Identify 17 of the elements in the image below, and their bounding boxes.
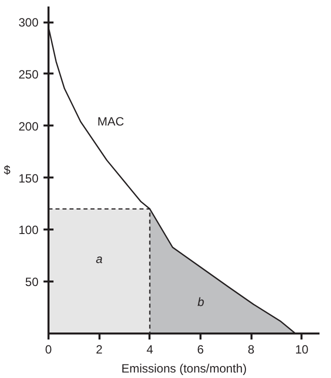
- x-tick-label: 0: [45, 342, 52, 356]
- x-tick-label: 6: [197, 342, 204, 356]
- series-label: b: [197, 295, 204, 310]
- x-tick-label: 2: [96, 342, 103, 356]
- x-tick-label: 10: [295, 342, 309, 356]
- y-tick-label: 50: [25, 275, 39, 290]
- y-tick-label: 300: [18, 16, 39, 30]
- x-tick-label: 8: [248, 342, 255, 356]
- y-tick-label: 200: [18, 119, 39, 134]
- y-tick-label: 100: [18, 223, 39, 238]
- series-label: a: [96, 252, 103, 266]
- y-tick-label: 150: [18, 171, 39, 186]
- series-label: MAC: [97, 114, 124, 129]
- y-tick-label: 250: [18, 67, 39, 82]
- x-tick-label: 4: [146, 342, 154, 356]
- y-axis-title: $: [4, 163, 11, 177]
- x-axis-title: Emissions (tons/month): [121, 362, 247, 376]
